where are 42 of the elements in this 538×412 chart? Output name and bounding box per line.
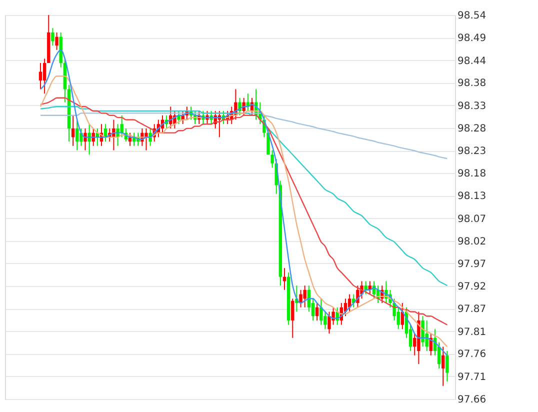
y-tick-label: 98.23: [458, 146, 486, 158]
candlestick: [364, 280, 368, 295]
y-tick-label: 98.44: [458, 56, 486, 67]
y-tick-label: 98.38: [458, 78, 486, 90]
candlestick: [315, 302, 319, 321]
candlestick: [303, 285, 306, 308]
candlestick: [299, 289, 302, 308]
y-tick-label: 98.07: [458, 214, 486, 225]
candlestick: [76, 119, 79, 151]
candlestick: [80, 128, 83, 146]
candlestick: [51, 28, 54, 46]
y-tick-label: 98.54: [458, 10, 486, 22]
candlestick: [42, 58, 46, 94]
y-tick-label: 97.76: [458, 349, 486, 360]
candlestick: [421, 316, 424, 348]
candlestick: [324, 311, 327, 330]
candlestick: [242, 97, 246, 116]
y-tick-label: 97.71: [458, 372, 486, 383]
y-tick-label: 97.97: [458, 258, 486, 270]
y-tick-label: 98.28: [458, 124, 486, 135]
candlestick: [446, 350, 449, 382]
candlestick: [441, 346, 445, 386]
candlestick: [71, 114, 75, 146]
y-tick-label: 98.49: [458, 33, 486, 44]
candlestick: [396, 306, 400, 330]
candlestick: [55, 32, 58, 50]
candlestick: [38, 62, 42, 90]
candlestick: [425, 320, 428, 352]
y-tick-label: 97.66: [458, 394, 486, 406]
candlestick: [270, 150, 274, 168]
y-tick-label: 98.02: [458, 236, 486, 248]
line-series: [40, 97, 448, 326]
candlestick: [328, 311, 331, 334]
y-tick-label: 97.87: [458, 304, 486, 316]
candlestick: [291, 298, 294, 338]
candlestick: [332, 306, 335, 326]
candlestick: [356, 285, 360, 308]
y-tick-label: 97.81: [458, 326, 486, 338]
y-tick-label: 97.92: [458, 281, 486, 292]
y-tick-label: 98.33: [458, 100, 486, 112]
y-tick-label: 98.18: [458, 168, 486, 180]
y-tick-label: 98.13: [458, 191, 486, 202]
